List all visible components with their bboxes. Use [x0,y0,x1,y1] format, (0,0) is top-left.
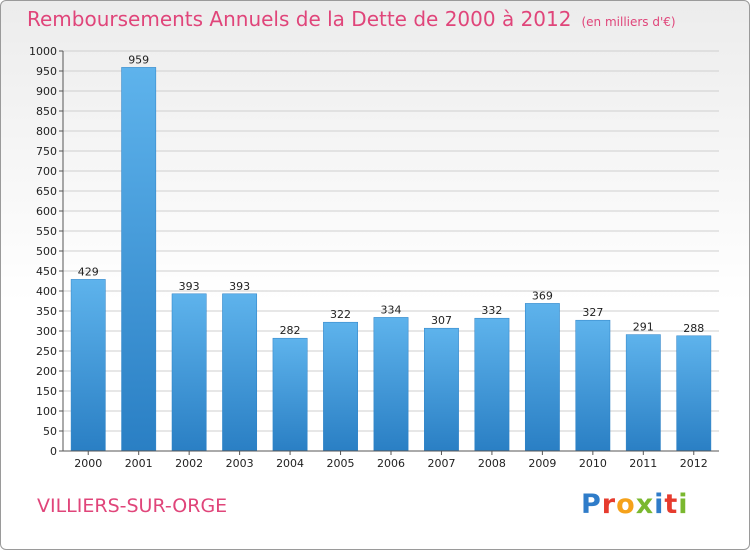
data-label: 307 [431,314,452,327]
x-tick-label: 2006 [377,457,405,470]
chart-title: Remboursements Annuels de la Dette de 20… [27,7,676,31]
y-tick-label: 800 [36,125,57,138]
logo-letter: P [581,489,602,520]
x-tick-label: 2007 [427,457,455,470]
proxiti-logo: Proxiti [581,489,689,520]
x-tick-label: 2002 [175,457,203,470]
y-tick-label: 500 [36,245,57,258]
y-tick-label: 50 [43,425,57,438]
y-tick-label: 300 [36,325,57,338]
bars: 429 959 393 393 282 322 334 307 332 369 327 291 288 [70,53,712,452]
y-tick-label: 700 [36,165,57,178]
data-label: 369 [532,289,553,302]
y-tick-label: 650 [36,185,57,198]
data-label: 322 [330,308,351,321]
y-tick-label: 200 [36,365,57,378]
bar [524,303,560,452]
x-tick-label: 2004 [276,457,304,470]
bar [222,293,258,452]
data-label: 288 [683,322,704,335]
bar [424,327,459,452]
bar [474,317,510,452]
y-tick-label: 250 [36,345,57,358]
y-tick-label: 750 [36,145,57,158]
bar [625,334,661,452]
x-tick-label: 2000 [74,457,102,470]
bar [70,279,106,452]
data-label: 334 [381,303,402,316]
x-tick-label: 2008 [478,457,506,470]
x-tick-label: 2005 [327,457,355,470]
bar [676,335,712,452]
y-tick-label: 900 [36,85,57,98]
y-tick-label: 1000 [29,45,57,58]
chart-unit: (en milliers d'€) [581,15,676,29]
bar [171,293,207,452]
y-tick-label: 950 [36,65,57,78]
y-tick-label: 400 [36,285,57,298]
data-label: 393 [229,280,250,293]
y-tick-label: 550 [36,225,57,238]
y-tick-label: 850 [36,105,57,118]
chart-title-text: Remboursements Annuels de la Dette de 20… [27,7,572,31]
logo-letter: t [664,489,679,520]
x-tick-label: 2001 [125,457,153,470]
y-tick-label: 100 [36,405,57,418]
y-tick-label: 150 [36,385,57,398]
axes [62,51,719,452]
data-label: 282 [280,324,301,337]
x-tick-label: 2012 [680,457,708,470]
city-name: VILLIERS-SUR-ORGE [37,495,228,517]
logo-letter: r [601,489,617,520]
y-tick-label: 450 [36,265,57,278]
x-axis-ticks: 2000 2001 2002 2003 2004 2005 2006 2007 2008 2009… [74,451,708,470]
logo-letter: i [678,489,689,520]
data-label: 291 [633,321,654,334]
logo-letter: x [635,489,655,520]
data-label: 327 [582,306,603,319]
y-tick-label: 600 [36,205,57,218]
x-tick-label: 2011 [629,457,657,470]
x-tick-label: 2010 [579,457,607,470]
bar [272,337,308,452]
x-tick-label: 2009 [528,457,556,470]
logo-letter: i [654,489,665,520]
bar [373,317,409,452]
y-tick-label: 350 [36,305,57,318]
y-tick-label: 0 [50,445,57,458]
logo-letter: o [616,489,636,520]
data-label: 429 [78,265,99,278]
bar [121,67,157,452]
bar [323,321,358,452]
bar [575,319,611,452]
data-label: 959 [128,53,149,66]
data-label: 393 [179,280,200,293]
x-tick-label: 2003 [226,457,254,470]
y-axis-ticks: 0 50 100 150 200 250 300 350 400 450 500 550 600 650 7… [29,45,63,458]
data-label: 332 [481,304,502,317]
